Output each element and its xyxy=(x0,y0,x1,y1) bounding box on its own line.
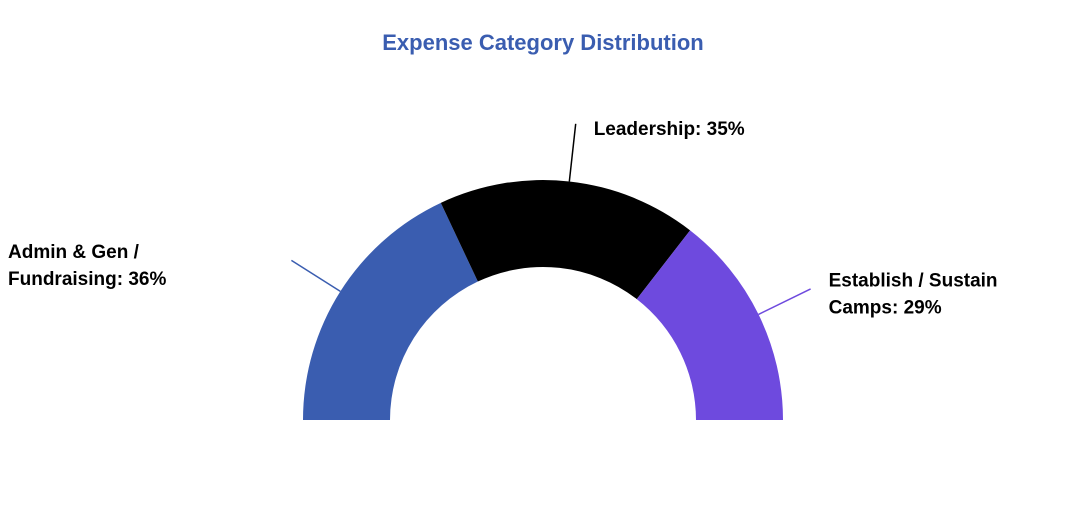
leader-line xyxy=(568,123,577,182)
data-label: Establish / Sustain xyxy=(829,270,998,291)
data-label: Fundraising: 36% xyxy=(8,269,166,290)
data-label: Leadership: 35% xyxy=(594,119,745,140)
data-label: Camps: 29% xyxy=(829,297,942,318)
chart-title: Expense Category Distribution xyxy=(382,30,704,55)
slice xyxy=(303,202,478,420)
leader-line xyxy=(758,288,811,316)
slice xyxy=(440,180,691,300)
slice xyxy=(636,230,783,420)
leader-line xyxy=(290,259,341,293)
data-label: Admin & Gen / xyxy=(8,242,140,263)
